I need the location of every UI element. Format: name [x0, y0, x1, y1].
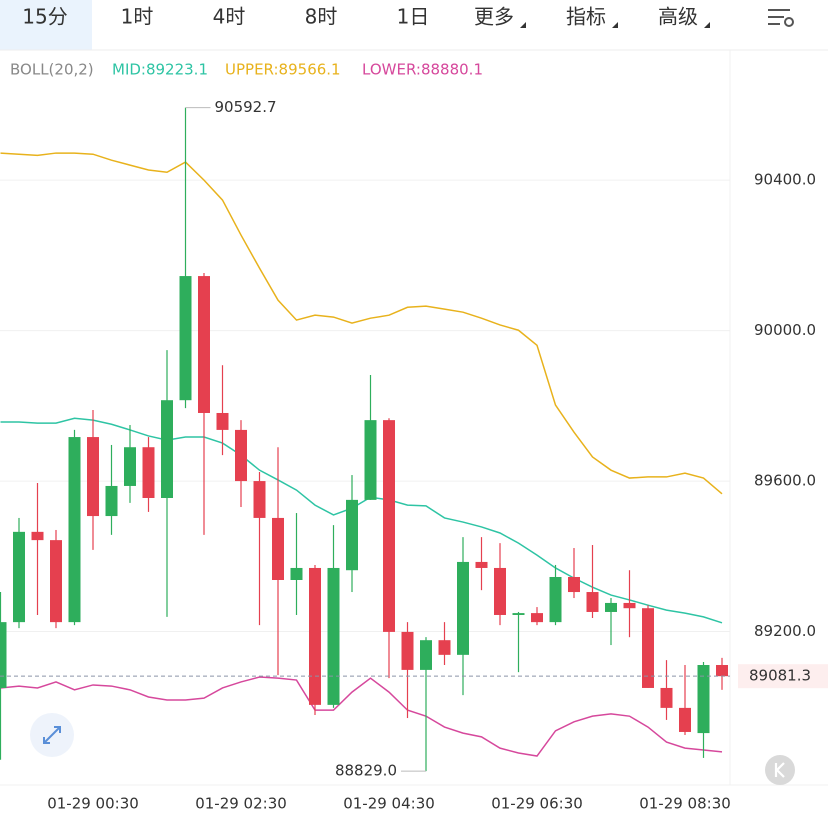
- tab[interactable]: 15分: [22, 5, 67, 29]
- max-annotation: 90592.7: [215, 98, 277, 116]
- candle-body: [105, 485, 118, 517]
- k-button[interactable]: [765, 755, 795, 785]
- legend-entry: MID:89223.1: [112, 61, 208, 79]
- indicator-label: BOLL(20,2): [10, 61, 94, 79]
- candle-body: [161, 400, 173, 498]
- boll-line: [0, 152, 723, 495]
- candle-body: [0, 622, 7, 688]
- candle-body: [494, 567, 506, 615]
- boll-line: [0, 417, 723, 624]
- candle-body: [290, 567, 303, 580]
- candle-body: [420, 640, 432, 670]
- x-tick-label: 01-29 02:30: [195, 795, 287, 813]
- candle-body: [716, 665, 728, 677]
- tab[interactable]: 1时: [121, 5, 154, 29]
- candle-body: [253, 481, 266, 518]
- active-tab-bg[interactable]: [0, 0, 92, 50]
- y-tick-label: 89200.0: [754, 622, 816, 640]
- candle-body: [383, 420, 395, 632]
- candle-body: [438, 640, 451, 655]
- tab[interactable]: 1日: [397, 5, 430, 29]
- candle-body: [549, 576, 562, 623]
- candle-body: [346, 499, 358, 571]
- y-tick-label: 90000.0: [754, 321, 816, 339]
- candle-body: [512, 613, 525, 615]
- y-tick-label: 90400.0: [754, 171, 816, 189]
- candle-body: [50, 540, 62, 623]
- candle-body: [198, 276, 210, 413]
- candle-body: [31, 531, 44, 541]
- candle-body: [568, 576, 580, 593]
- tab[interactable]: 更多: [474, 5, 514, 29]
- candle-body: [605, 602, 617, 612]
- candle-body: [124, 447, 136, 486]
- candle-body: [216, 412, 229, 430]
- candle-body: [623, 602, 636, 609]
- boll-line: [0, 676, 723, 757]
- settings-icon[interactable]: [768, 9, 794, 27]
- current-price-label: 89081.3: [749, 667, 811, 685]
- candle-body: [475, 561, 488, 568]
- tab[interactable]: 8时: [305, 5, 338, 29]
- candle-body: [87, 437, 99, 517]
- dropdown-arrow: [704, 22, 710, 28]
- legend-entry: UPPER:89566.1: [225, 61, 341, 79]
- tab[interactable]: 高级: [658, 5, 698, 29]
- expand-button[interactable]: [30, 713, 74, 757]
- legend-entry: LOWER:88880.1: [362, 61, 483, 79]
- tab[interactable]: 指标: [566, 5, 606, 29]
- candle-body: [642, 608, 654, 688]
- x-tick-label: 01-29 04:30: [343, 795, 435, 813]
- current-price-box: [738, 664, 828, 689]
- tab[interactable]: 4时: [213, 5, 246, 29]
- x-tick-label: 01-29 08:30: [639, 795, 731, 813]
- candle-body: [272, 517, 284, 580]
- candle-body: [586, 592, 599, 612]
- candle-body: [13, 531, 25, 623]
- dropdown-arrow: [612, 22, 618, 28]
- min-annotation: 88829.0: [335, 762, 397, 780]
- x-tick-label: 01-29 00:30: [47, 795, 139, 813]
- candle-body: [679, 707, 691, 732]
- x-tick-label: 01-29 06:30: [491, 795, 583, 813]
- candle-body: [309, 567, 321, 705]
- candle-body: [364, 420, 377, 500]
- candle-body: [531, 613, 543, 623]
- candle-body: [68, 437, 81, 623]
- candle-body: [327, 567, 340, 705]
- dropdown-arrow: [520, 22, 526, 28]
- candle-body: [142, 447, 155, 498]
- candle-body: [401, 631, 414, 670]
- candle-body: [235, 429, 247, 482]
- candle-body: [457, 561, 469, 655]
- candle-body: [697, 665, 710, 734]
- y-tick-label: 89600.0: [754, 472, 816, 490]
- candle-body: [660, 687, 673, 708]
- candle-body: [179, 276, 192, 401]
